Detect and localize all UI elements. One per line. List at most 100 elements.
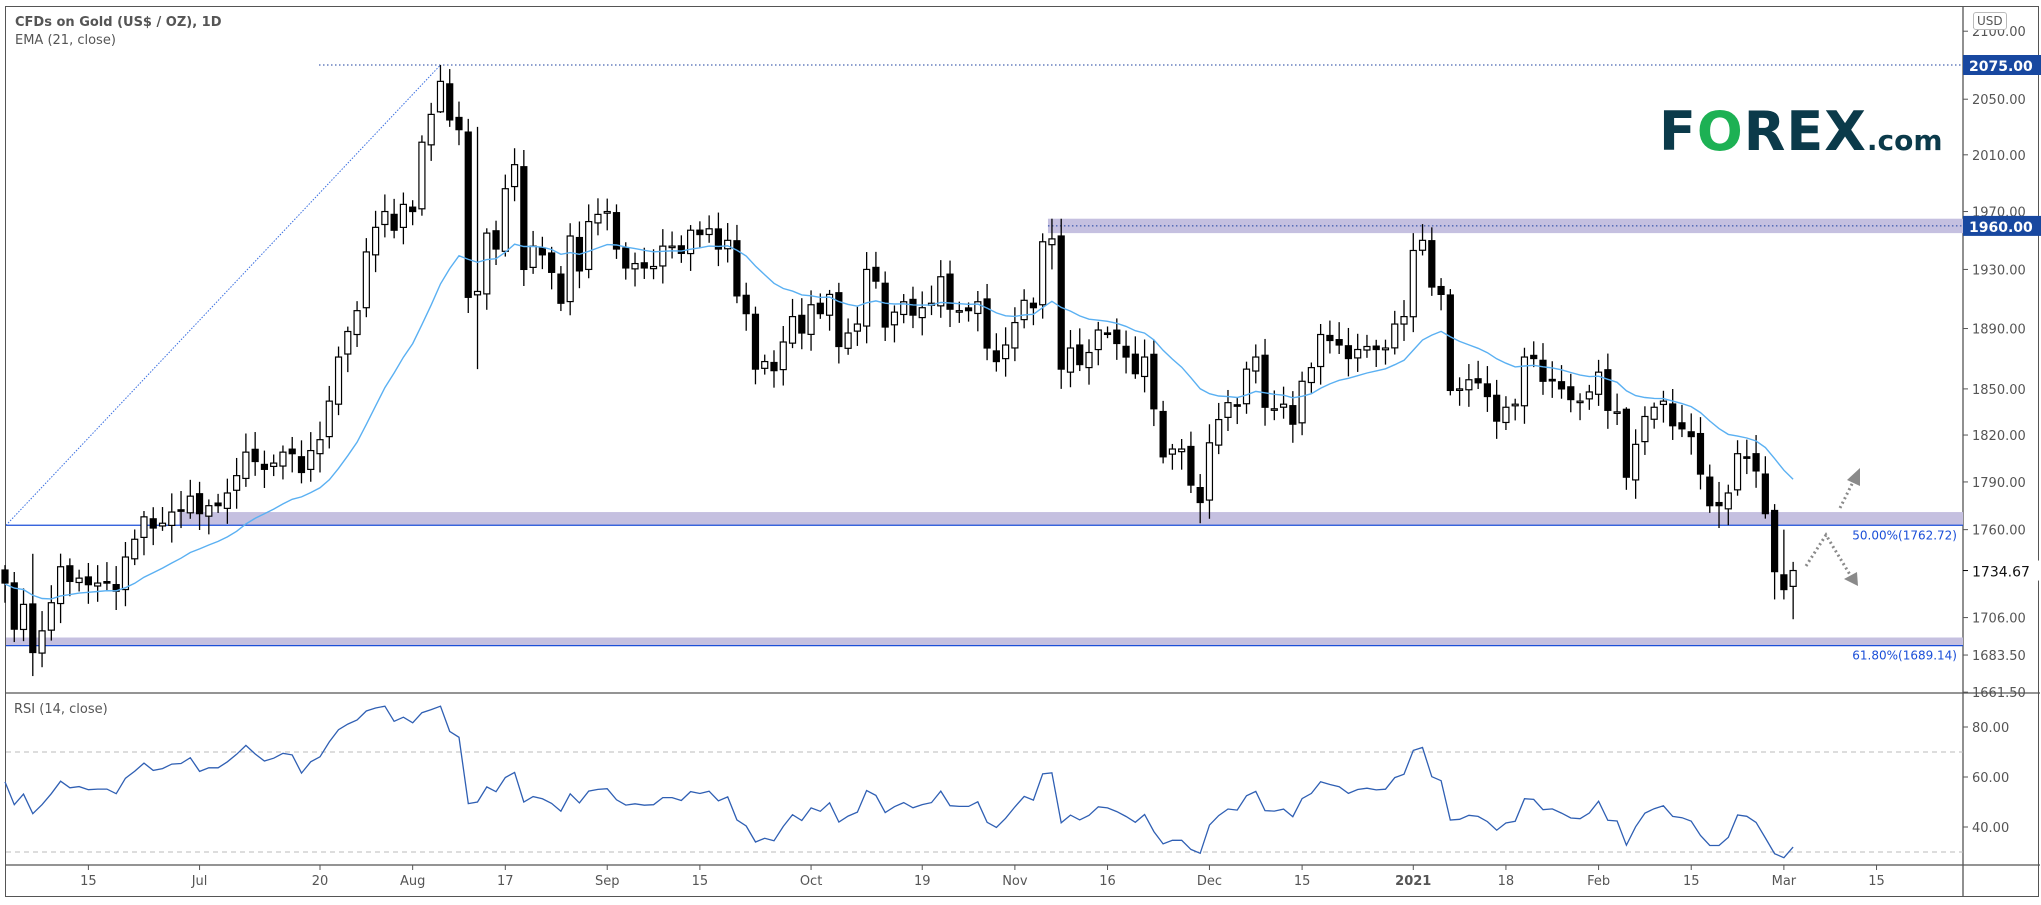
candle-bearish[interactable] <box>1261 354 1269 408</box>
candle-bullish[interactable] <box>131 538 139 560</box>
candle-bullish[interactable] <box>427 113 435 146</box>
candle-bullish[interactable] <box>1048 238 1056 246</box>
candle-bearish[interactable] <box>1196 487 1204 504</box>
candle-bearish[interactable] <box>214 502 222 507</box>
candle-bearish[interactable] <box>1780 574 1788 591</box>
candle-bearish[interactable] <box>909 298 917 316</box>
candle-bearish[interactable] <box>714 228 723 250</box>
candle-bearish[interactable] <box>1029 302 1038 309</box>
candle-bullish[interactable] <box>168 511 176 527</box>
candle-bullish[interactable] <box>325 400 333 438</box>
candle-bearish[interactable] <box>1678 422 1686 430</box>
candle-bearish[interactable] <box>1113 329 1121 345</box>
candle-bullish[interactable] <box>1381 347 1390 351</box>
candle-bullish[interactable] <box>1354 348 1362 359</box>
candle-bearish[interactable] <box>288 448 296 455</box>
candle-bearish[interactable] <box>1706 476 1714 507</box>
candle-bullish[interactable] <box>779 341 787 371</box>
candle-bearish[interactable] <box>520 166 528 271</box>
candle-bullish[interactable] <box>687 229 695 255</box>
candle-bearish[interactable] <box>455 116 463 131</box>
candle-bullish[interactable] <box>1317 333 1325 368</box>
candle-bearish[interactable] <box>66 565 74 583</box>
candle-bearish[interactable] <box>1289 405 1297 425</box>
candle-bullish[interactable] <box>501 188 509 252</box>
candle-bullish[interactable] <box>631 262 639 270</box>
candle-bearish[interactable] <box>1483 383 1492 398</box>
candle-bullish[interactable] <box>1465 379 1473 391</box>
candle-bullish[interactable] <box>761 360 769 369</box>
candle-bullish[interactable] <box>1066 347 1075 373</box>
candle-bullish[interactable] <box>585 220 593 271</box>
candle-bearish[interactable] <box>1557 381 1566 390</box>
candle-bearish[interactable] <box>835 292 843 348</box>
candle-bullish[interactable] <box>1039 241 1047 306</box>
candle-bullish[interactable] <box>1298 380 1306 424</box>
candle-bearish[interactable] <box>1771 509 1779 573</box>
candle-bullish[interactable] <box>1585 391 1593 400</box>
candle-bullish[interactable] <box>918 307 926 319</box>
candle-bearish[interactable] <box>1493 394 1501 422</box>
candle-bearish[interactable] <box>1437 285 1445 295</box>
candle-bullish[interactable] <box>418 141 426 210</box>
candle-bearish[interactable] <box>1057 235 1065 370</box>
candle-bearish[interactable] <box>1428 240 1436 288</box>
candle-bullish[interactable] <box>807 304 815 335</box>
candle-bullish[interactable] <box>937 276 945 307</box>
candle-bearish[interactable] <box>195 493 204 515</box>
fib-trendline[interactable] <box>5 64 441 526</box>
candle-bullish[interactable] <box>1400 316 1408 325</box>
candle-bearish[interactable] <box>1567 386 1575 401</box>
candle-bullish[interactable] <box>223 492 231 509</box>
candle-bullish[interactable] <box>1391 323 1399 349</box>
candle-bearish[interactable] <box>798 314 806 334</box>
candle-bearish[interactable] <box>84 576 92 586</box>
candle-bullish[interactable] <box>307 449 315 471</box>
candle-bearish[interactable] <box>390 213 398 231</box>
candle-bullish[interactable] <box>140 516 148 538</box>
candle-bearish[interactable] <box>1446 294 1454 392</box>
candle-bullish[interactable] <box>381 210 389 226</box>
candle-bearish[interactable] <box>10 582 18 630</box>
candle-bullish[interactable] <box>863 268 871 327</box>
candle-bearish[interactable] <box>1761 473 1769 515</box>
candle-bearish[interactable] <box>1103 332 1112 336</box>
candle-bullish[interactable] <box>1168 448 1176 455</box>
candle-bullish[interactable] <box>955 310 963 313</box>
candle-bearish[interactable] <box>677 245 685 254</box>
candle-bearish[interactable] <box>1187 445 1195 486</box>
candle-bullish[interactable] <box>1511 403 1519 407</box>
candle-bullish[interactable] <box>242 451 250 480</box>
candle-bearish[interactable] <box>770 361 778 372</box>
candle-bearish[interactable] <box>816 302 824 315</box>
candle-bullish[interactable] <box>853 323 861 332</box>
candle-bullish[interactable] <box>1252 356 1260 372</box>
candle-bearish[interactable] <box>696 229 704 236</box>
candle-bullish[interactable] <box>316 439 324 455</box>
candle-bullish[interactable] <box>1094 329 1102 351</box>
candle-bullish[interactable] <box>399 203 407 229</box>
candle-bearish[interactable] <box>29 603 37 654</box>
candle-bearish[interactable] <box>622 247 630 269</box>
candle-bullish[interactable] <box>788 316 797 344</box>
candle-bearish[interactable] <box>1530 354 1538 360</box>
candle-bullish[interactable] <box>158 522 167 527</box>
candle-bullish[interactable] <box>1724 492 1732 510</box>
candle-bearish[interactable] <box>872 266 880 282</box>
candle-bullish[interactable] <box>38 630 46 654</box>
candle-bullish[interactable] <box>1363 345 1371 351</box>
candle-bullish[interactable] <box>1613 411 1621 414</box>
candle-bearish[interactable] <box>751 313 760 370</box>
candle-bullish[interactable] <box>825 293 834 316</box>
candle-bullish[interactable] <box>1011 321 1019 349</box>
candle-bearish[interactable] <box>640 262 648 269</box>
candle-bearish[interactable] <box>1159 410 1167 458</box>
candle-bullish[interactable] <box>205 505 213 517</box>
candle-bearish[interactable] <box>1669 403 1677 427</box>
candle-bearish[interactable] <box>1474 378 1482 384</box>
candle-bullish[interactable] <box>1085 351 1093 369</box>
candle-bearish[interactable] <box>1131 353 1139 375</box>
candle-bearish[interactable] <box>103 581 111 584</box>
candle-bullish[interactable] <box>1020 299 1028 321</box>
candle-bullish[interactable] <box>233 475 241 491</box>
